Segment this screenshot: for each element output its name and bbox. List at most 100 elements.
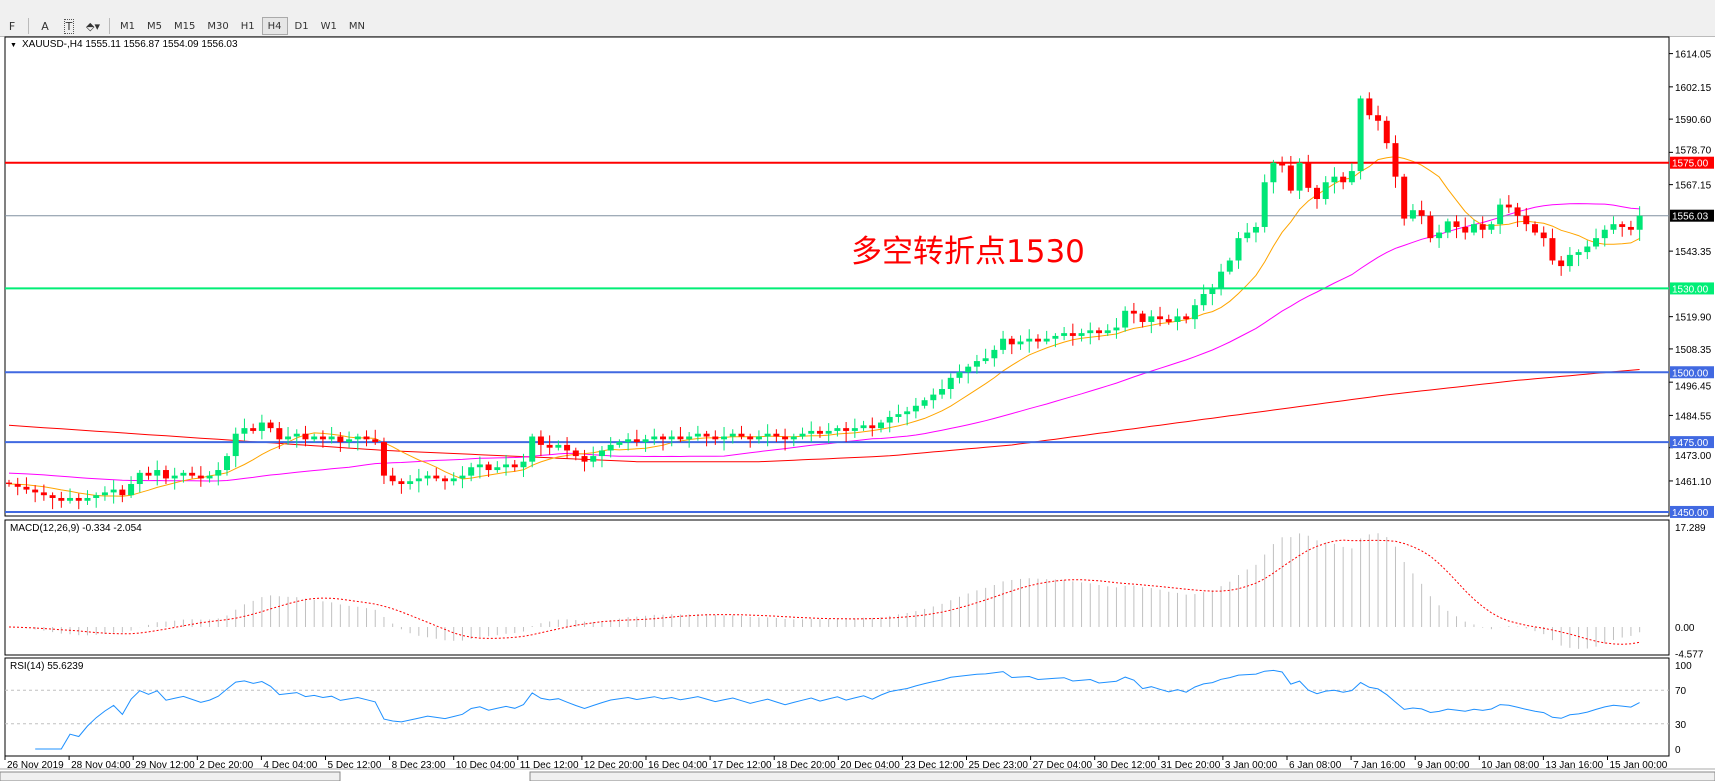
candle-body — [1401, 176, 1408, 219]
candle-body — [529, 436, 536, 462]
time-tick-label: 6 Jan 08:00 — [1289, 760, 1342, 771]
candle-body — [520, 461, 527, 468]
candle-body — [232, 433, 239, 457]
macd-signal-line — [8, 539, 1640, 645]
text-label-icon[interactable]: T — [58, 17, 80, 35]
candle-body — [572, 450, 579, 457]
candle-body — [738, 433, 745, 437]
candle-body — [633, 439, 640, 443]
candle — [1453, 215, 1460, 239]
candle — [363, 430, 370, 447]
candle — [834, 425, 841, 437]
timeframe-m5-button[interactable]: M5 — [147, 20, 162, 32]
candle-body — [23, 486, 30, 490]
candle-body — [302, 433, 309, 440]
candle — [75, 493, 82, 510]
time-tick-label: 18 Dec 20:00 — [776, 760, 836, 771]
timeframe-m30-button[interactable]: M30 — [207, 20, 229, 32]
drawing-timeframe-toolbar: F A T ⬘▾ M1 M5 M15 M30 H1 H4 D1 W1 MN — [0, 16, 1715, 37]
main-panel — [4, 36, 1670, 517]
timeframe-d1-button[interactable]: D1 — [294, 20, 309, 32]
candle-body — [424, 475, 431, 479]
candle-body — [1619, 224, 1626, 227]
candle — [40, 484, 47, 501]
candle — [180, 470, 187, 483]
candle — [939, 379, 946, 399]
candle-body — [799, 433, 806, 437]
candle-body — [276, 428, 283, 440]
timeframe-h4-button[interactable]: H4 — [261, 17, 288, 35]
candle-body — [1497, 204, 1504, 225]
candle — [1078, 328, 1085, 342]
candle-body — [346, 439, 353, 443]
candle-body — [1305, 162, 1312, 188]
arrows-icon[interactable]: ⬘▾ — [82, 17, 104, 35]
candle-body — [546, 444, 553, 448]
candle-body — [1296, 162, 1303, 191]
candle-body — [1505, 204, 1512, 208]
price-tick-label: 1508.35 — [1675, 345, 1712, 356]
candle — [764, 424, 771, 447]
candle-body — [895, 414, 902, 417]
candle-body — [468, 467, 475, 476]
candle — [346, 431, 353, 448]
price-level-tag — [1670, 156, 1714, 169]
candle — [816, 426, 823, 438]
candle-body — [1575, 252, 1582, 255]
candle-body — [1157, 316, 1164, 320]
candle-body — [1226, 260, 1233, 272]
candle-body — [197, 475, 204, 479]
candle-body — [598, 450, 605, 457]
candle-body — [1566, 254, 1573, 267]
candle-body — [1470, 224, 1477, 233]
timeframe-mn-button[interactable]: MN — [348, 20, 365, 32]
candle-body — [694, 433, 701, 437]
time-tick-label: 7 Jan 16:00 — [1353, 760, 1406, 771]
candle-body — [537, 436, 544, 445]
candle — [171, 467, 178, 490]
candle-body — [58, 497, 65, 501]
candle-body — [171, 475, 178, 479]
candle — [119, 485, 126, 503]
candle — [773, 429, 780, 443]
time-tick-label: 9 Jan 00:00 — [1417, 760, 1470, 771]
time-tick-label: 27 Dec 04:00 — [1033, 760, 1093, 771]
candle-body — [363, 436, 370, 440]
time-tick-label: 10 Jan 08:00 — [1481, 760, 1539, 771]
candle-body — [703, 433, 710, 437]
candle — [1087, 322, 1094, 345]
time-tick-label: 15 Jan 00:00 — [1610, 760, 1668, 771]
candle-body — [1357, 98, 1364, 172]
candle — [598, 446, 605, 468]
candle — [1409, 204, 1416, 222]
candle — [651, 428, 658, 445]
timeframe-h1-button[interactable]: H1 — [240, 20, 255, 32]
timeframe-w1-button[interactable]: W1 — [320, 20, 337, 32]
candle — [1479, 216, 1486, 239]
candle — [1348, 163, 1355, 186]
candle-body — [110, 489, 117, 493]
candle — [1305, 154, 1312, 193]
candle — [572, 447, 579, 461]
candle — [1584, 240, 1591, 260]
candle-body — [1540, 232, 1547, 239]
candle-body — [1532, 224, 1538, 233]
candle-body — [1279, 162, 1286, 166]
candle-body — [764, 433, 771, 437]
candle-body — [372, 439, 379, 443]
candle-body — [721, 436, 728, 440]
rsi-line — [35, 669, 1640, 750]
candle-body — [878, 422, 884, 429]
timeframe-m1-button[interactable]: M1 — [120, 20, 135, 32]
text-icon[interactable]: A — [34, 17, 56, 35]
period-separator-icon[interactable]: F — [1, 17, 23, 35]
candle-body — [956, 372, 963, 378]
candle-body — [1104, 330, 1111, 334]
candle — [285, 427, 292, 445]
candle — [1226, 257, 1233, 275]
candle-body — [747, 436, 754, 440]
timeframe-m15-button[interactable]: M15 — [174, 20, 196, 32]
candle — [1601, 225, 1608, 247]
candle-body — [651, 436, 658, 440]
